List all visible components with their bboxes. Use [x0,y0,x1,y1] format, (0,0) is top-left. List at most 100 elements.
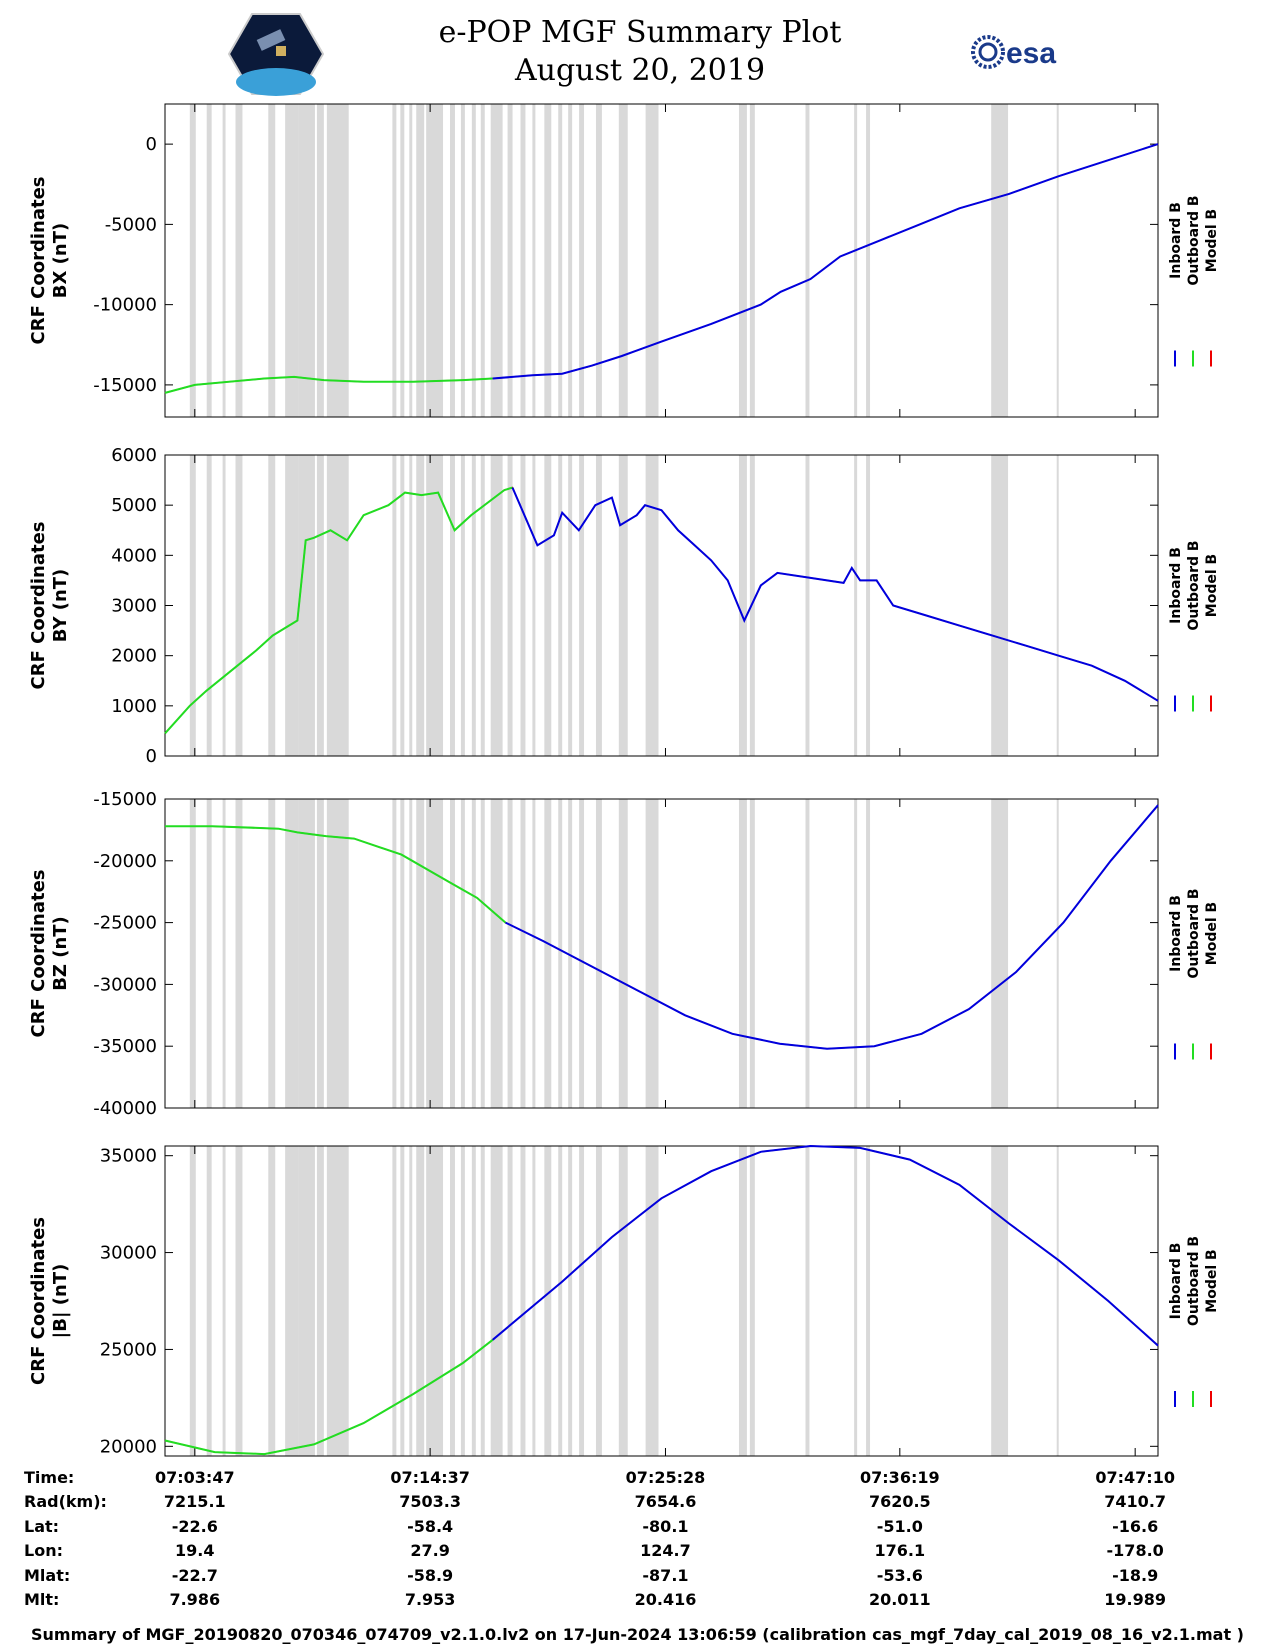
data-gap-band [416,1146,425,1456]
data-gap-band [568,1146,573,1456]
data-gap-band [579,104,585,417]
data-gap-band [507,104,513,417]
info-label: Lat: [24,1516,60,1536]
data-gap-band [298,799,315,1108]
series-inboard-b [511,487,1159,702]
data-gap-band [568,455,573,756]
y-tick-label: -35000 [93,1036,157,1057]
series-outboard-b [164,375,493,394]
data-gap-band [507,455,513,756]
data-gap-band [866,1146,871,1456]
data-gap-band [480,799,485,1108]
panel-bz: -15000 -20000 -25000 -30000 -35000 -40000 CRF … [28,789,1220,1119]
data-gap-band [579,1146,585,1456]
info-value-mlat: -22.7 [171,1565,218,1585]
series-outboard-b [165,825,507,924]
info-label: Lon: [24,1541,63,1561]
data-gap-band [268,1146,276,1456]
y-axis-label-units: BX (nT) [50,223,71,298]
y-tick-label: 1000 [111,696,157,717]
data-gap-band [326,104,349,417]
info-value-time: 07:47:10 [1095,1468,1175,1487]
data-gap-band [400,799,405,1108]
data-gap-band [805,455,810,756]
info-label: Mlt: [24,1589,60,1609]
data-gap-band [866,455,871,756]
data-gap-band [490,1146,503,1456]
cassiope-logo [227,12,325,100]
data-gap-band [206,104,212,417]
y-tick-label: 0 [146,134,157,155]
data-gap-band [235,104,243,417]
data-gap-band [520,799,526,1108]
plot-frame [164,103,1159,418]
data-gap-band [645,1146,659,1456]
plots-canvas: 0 -5000 -10000 -15000 CRF Coordinates BX (nT)… [28,103,1220,1457]
data-gap-band [285,104,299,417]
data-gap-band [568,104,573,417]
data-gap-band [426,104,444,417]
data-gap-band [866,799,871,1108]
data-gap-band [400,455,405,756]
info-value-rad: 7654.6 [634,1492,697,1512]
y-tick-label: -5000 [105,214,157,235]
data-gap-band [480,455,485,756]
info-value-mlat: -53.6 [876,1565,923,1585]
data-gap-band [532,455,536,756]
y-tick-label: -15000 [93,375,157,396]
y-tick-label: 20000 [100,1436,157,1457]
data-gap-band [460,1146,465,1456]
info-row-time: Time: 07:03:47 07:14:37 07:25:28 07:36:19 07:… [0,1468,1275,1492]
y-tick-label: 3000 [111,596,157,617]
info-value-mlat: -18.9 [1112,1565,1159,1585]
data-gap-band [222,1146,226,1456]
data-gap-band [409,455,413,756]
y-tick-label: -10000 [93,295,157,316]
data-gap-band [409,104,413,417]
data-gap-band [618,799,628,1108]
info-row-lon: Lon: 19.4 27.9 124.7 176.1 -178.0 [0,1541,1275,1565]
info-value-lat: -80.1 [642,1516,689,1536]
data-gap-band [189,1146,196,1456]
data-gap-band [392,104,397,417]
data-gap-band [222,799,226,1108]
panel-bmag: 35000 30000 25000 20000 CRF Coordinates |B| (… [28,1144,1220,1457]
panel-by: 6000 5000 4000 3000 2000 1000 0 CRF Coordinates… [28,445,1220,767]
data-gap-band [206,799,212,1108]
data-gap-band [480,1146,485,1456]
data-gap-band [449,1146,455,1456]
info-label: Time: [24,1468,75,1487]
info-value-time: 07:14:37 [390,1468,470,1487]
data-gap-band [854,455,858,756]
data-gap-band [568,799,573,1108]
data-gap-band [854,799,858,1108]
series-inboard-b [492,1144,1159,1347]
data-gap-band [738,1146,747,1456]
data-gap-band [285,455,299,756]
data-gap-band [222,455,226,756]
y-axis-label: CRF Coordinates [28,522,49,690]
data-gap-band [392,455,397,756]
footer-caption: Summary of MGF_20190820_070346_074709_v2… [31,1625,1244,1644]
data-gap-band [1056,455,1059,756]
data-gap-band [298,455,315,756]
legend-label-model: Model B [1204,1249,1220,1312]
data-gap-band [400,1146,405,1456]
info-value-lat: -51.0 [876,1516,923,1536]
y-tick-label: 0 [146,746,157,767]
data-gap-band [285,1146,299,1456]
info-value-mlt: 20.011 [868,1589,931,1609]
y-axis-label: CRF Coordinates [28,870,49,1038]
data-gap-band [392,1146,397,1456]
legend-label-inboard: Inboard B [1168,547,1184,624]
info-value-lat: -16.6 [1112,1516,1159,1536]
data-gap-band [400,104,405,417]
y-tick-label: 2000 [111,646,157,667]
info-row-mlat: Mlat: -22.7 -58.9 -87.1 -53.6 -18.9 [0,1566,1275,1590]
data-gap-band [595,455,602,756]
info-row-lat: Lat: -22.6 -58.4 -80.1 -51.0 -16.6 [0,1517,1275,1541]
y-axis-label: CRF Coordinates [28,1217,49,1385]
y-tick-label: 5000 [111,495,157,516]
data-gap-band [738,799,747,1108]
title-line1: e-POP MGF Summary Plot [438,15,842,50]
